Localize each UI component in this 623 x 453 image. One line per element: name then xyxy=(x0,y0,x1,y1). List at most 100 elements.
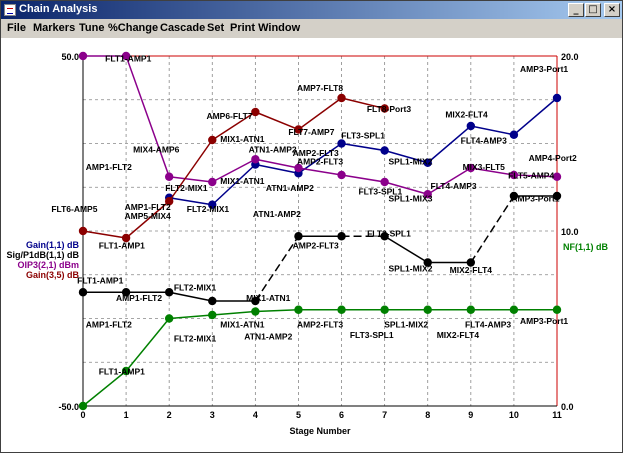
series-segment xyxy=(298,142,342,174)
series-point xyxy=(164,288,174,297)
menu-bar: File Markers Tune %Change Cascade Set Pr… xyxy=(1,19,622,38)
y-right-tick-label: 10.0 xyxy=(561,227,579,237)
x-tick-label: 4 xyxy=(253,410,258,420)
series-segment xyxy=(125,318,170,372)
title-bar[interactable]: Chain Analysis _ □ × xyxy=(1,1,622,19)
annotation-label: FLT6-AMP5 xyxy=(51,204,97,214)
annotation-label: SPL1-MIX2 xyxy=(389,157,433,167)
annotation-label: AMP2-FLT3 xyxy=(297,157,343,167)
x-tick-label: 5 xyxy=(296,410,301,420)
series-point xyxy=(121,288,131,297)
annotation-label: AMP5-MIX4 xyxy=(124,211,171,221)
menu-cascade[interactable]: Cascade xyxy=(160,22,206,34)
series-segment xyxy=(513,97,558,136)
annotation-label: FLT4-AMP3 xyxy=(465,319,511,329)
series-point xyxy=(552,172,562,181)
legend-left-entry: Gain(1,1) dB xyxy=(26,240,80,250)
annotation-label: FLT1-AMP1 xyxy=(77,276,123,286)
annotation-label: ATN1-AMP2 xyxy=(249,144,297,154)
x-tick-label: 11 xyxy=(552,410,562,420)
series-point xyxy=(552,93,562,103)
series-segment xyxy=(211,163,256,206)
series-point xyxy=(78,288,88,297)
series-segment xyxy=(212,310,256,316)
series-segment xyxy=(255,111,299,131)
menu-set[interactable]: Set xyxy=(207,22,225,34)
series-point xyxy=(380,104,389,113)
series-point xyxy=(380,232,389,241)
annotation-label: AMP2-FLT3 xyxy=(293,148,339,158)
close-button[interactable]: × xyxy=(604,3,620,17)
annotation-label: FLT3-SPL1 xyxy=(341,130,385,140)
menu-file[interactable]: File xyxy=(7,22,26,34)
series-segment xyxy=(470,195,515,263)
series-segment xyxy=(341,97,385,110)
series-point xyxy=(294,163,303,173)
annotation-label: MIX2-FLT4 xyxy=(437,330,480,340)
annotation-label: AMP1-FLT2 xyxy=(86,162,132,172)
series-segment xyxy=(470,167,515,176)
annotation-label: FLT1-AMP1 xyxy=(105,53,151,63)
series-point xyxy=(78,401,88,411)
series-point xyxy=(251,107,260,117)
series-point xyxy=(337,232,346,241)
annotation-label: AMP1-FLT2 xyxy=(116,293,162,303)
series-segment xyxy=(470,125,515,136)
menu-change[interactable]: %Change xyxy=(108,22,159,34)
series-point xyxy=(251,296,260,306)
annotation-label: AMP6-FLT7 xyxy=(206,111,252,121)
app-icon xyxy=(4,4,16,16)
series-segment xyxy=(427,167,472,195)
series-segment xyxy=(341,142,385,152)
series-segment xyxy=(82,230,127,239)
minimize-button[interactable]: _ xyxy=(568,3,584,17)
series-point xyxy=(251,307,260,316)
series-point xyxy=(208,135,217,145)
series-point xyxy=(509,170,519,180)
series-point xyxy=(78,51,88,61)
annotation-label: AMP3-Port1 xyxy=(520,316,568,326)
window-title: Chain Analysis xyxy=(19,3,98,15)
series-point xyxy=(208,177,217,187)
series-segment xyxy=(298,97,342,131)
series-point xyxy=(423,258,432,267)
series-point xyxy=(251,155,260,164)
annotation-label: FLT3-SPL1 xyxy=(367,228,411,238)
annotation-label: ATN1-AMP2 xyxy=(266,183,314,193)
series-point xyxy=(466,305,476,314)
series-point xyxy=(337,305,346,314)
series-point xyxy=(121,51,131,61)
annotation-label: ATN1-AMP2 xyxy=(253,209,301,219)
annotation-label: FLT3-SPL1 xyxy=(358,186,402,196)
annotation-label: FLT7-AMP7 xyxy=(288,127,334,137)
annotation-label: MIX1-ATN1 xyxy=(220,176,265,186)
series-segment xyxy=(82,370,127,407)
series-segment xyxy=(513,174,558,178)
series-segment xyxy=(169,176,213,183)
x-tick-label: 7 xyxy=(382,410,387,420)
menu-tune[interactable]: Tune xyxy=(79,22,105,34)
series-point xyxy=(208,296,217,306)
series-point xyxy=(208,200,217,209)
series-segment xyxy=(211,158,256,183)
series-segment xyxy=(341,174,385,183)
series-point xyxy=(380,305,389,314)
menu-markers[interactable]: Markers xyxy=(33,22,76,34)
annotation-label: FLT2-MIX1 xyxy=(187,204,230,214)
legend-left-entry: Gain(3,5) dB xyxy=(26,270,80,280)
annotation-label: MIX3-FLT5 xyxy=(463,162,506,172)
menu-print-window[interactable]: Print Window xyxy=(230,22,301,34)
series-point xyxy=(466,121,476,131)
series-point xyxy=(509,305,519,314)
series-point xyxy=(294,232,303,241)
maximize-button[interactable]: □ xyxy=(585,3,601,17)
annotation-label: AMP4-Port2 xyxy=(529,153,577,163)
annotation-label: AMP1-FLT2 xyxy=(125,202,171,212)
annotation-label: FLT4-AMP3 xyxy=(431,181,477,191)
chart-area: 50.0 -50.0 20.0 10.0 0.0 0 1 2 3 4 5 6 7 8 9 10 11 Stage … xyxy=(1,38,622,452)
series-point xyxy=(337,93,346,103)
series-point xyxy=(423,158,432,167)
series-point xyxy=(78,226,88,236)
annotation-label: FLT5-AMP4 xyxy=(508,171,554,181)
y-right-tick-label: 0.0 xyxy=(561,402,574,412)
